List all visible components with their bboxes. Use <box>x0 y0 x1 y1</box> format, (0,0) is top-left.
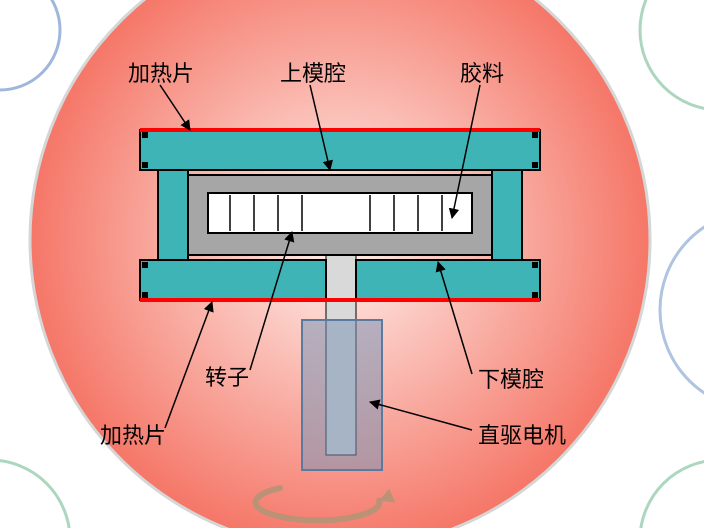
upper-cavity-bar <box>140 130 540 170</box>
bg-circle-tl <box>0 0 60 90</box>
rotor-housing <box>208 193 472 233</box>
direct-drive-motor <box>302 320 382 470</box>
bg-circle-bl <box>0 460 70 528</box>
right-post <box>492 170 522 260</box>
label-upper-cavity: 上模腔 <box>280 56 346 88</box>
bg-circle-tr <box>640 0 704 110</box>
bg-circle-r <box>660 210 704 410</box>
label-rotor: 转子 <box>205 360 249 392</box>
lower-cavity-bar-left <box>140 260 326 300</box>
diagram-stage: 加热片 上模腔 胶料 转子 加热片 下模腔 直驱电机 <box>0 0 704 528</box>
bg-circle-br <box>640 460 704 528</box>
left-post <box>158 170 188 260</box>
label-glue: 胶料 <box>460 56 504 88</box>
label-bottom-heater: 加热片 <box>100 418 166 450</box>
label-top-heater: 加热片 <box>128 56 194 88</box>
label-motor: 直驱电机 <box>478 418 566 450</box>
label-lower-cavity: 下模腔 <box>478 362 544 394</box>
